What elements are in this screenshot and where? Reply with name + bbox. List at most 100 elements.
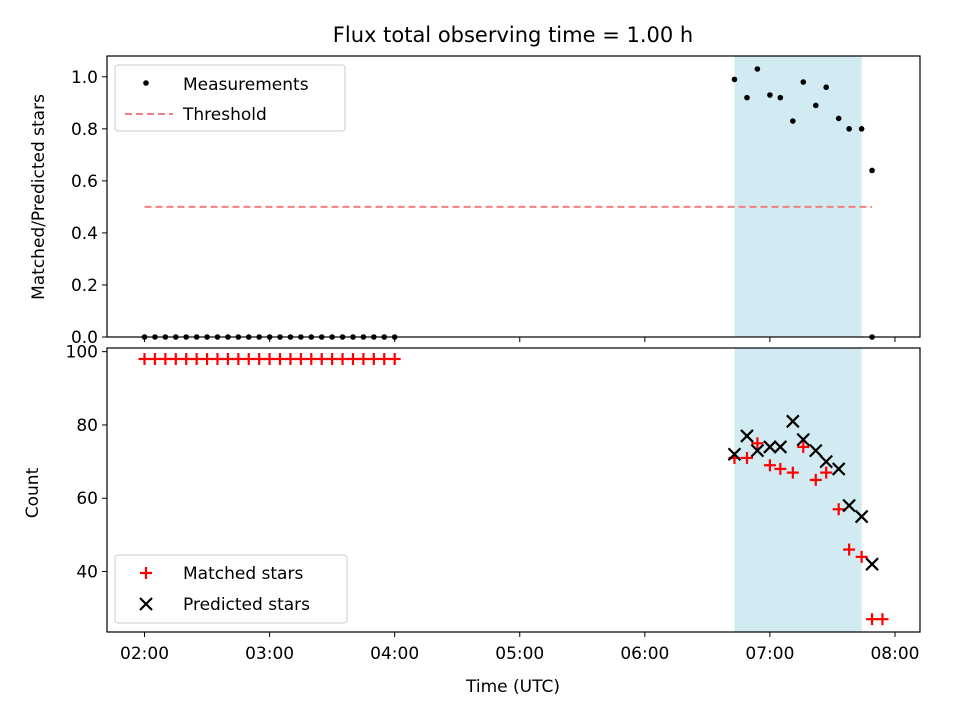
measurement-point <box>790 118 796 124</box>
bottom-y-tick-label: 80 <box>76 416 98 436</box>
measurement-point <box>869 167 875 174</box>
matched-star-point <box>336 352 349 365</box>
bottom-y-label: Count <box>23 467 43 518</box>
matched-star-point <box>388 352 401 365</box>
matched-star-point <box>138 352 151 365</box>
measurement-point <box>846 126 852 132</box>
legend-matched-marker <box>140 567 152 579</box>
top-legend: Measurements Threshold <box>114 64 346 132</box>
measurement-point <box>823 84 829 91</box>
bottom-panel-frame <box>106 347 921 633</box>
top-x-ticks <box>144 337 896 342</box>
predicted-star-point <box>808 443 823 458</box>
matched-star-point <box>809 473 822 486</box>
matched-star-point <box>820 466 833 479</box>
matched-star-point <box>253 352 266 365</box>
matched-star-point <box>180 352 193 365</box>
measurement-point <box>744 94 750 101</box>
legend-matched-label: Matched stars <box>183 564 303 584</box>
predicted-star-point <box>865 557 879 571</box>
matched-star-point <box>169 352 182 365</box>
predicted-star-point <box>727 447 742 462</box>
matched-star-point <box>221 352 234 365</box>
top-y-tick-label: 0.8 <box>71 120 98 140</box>
matched-star-point <box>740 451 753 464</box>
matched-star-point <box>876 613 889 626</box>
x-tick-label: 02:00 <box>120 644 169 664</box>
predicted-star-point <box>763 440 777 454</box>
legend-predicted-marker <box>139 597 153 611</box>
predicted-star-point <box>842 498 856 513</box>
predicted-star-point <box>819 454 833 469</box>
top-y-tick-label: 0.2 <box>71 276 98 296</box>
matched-star-point <box>774 462 787 475</box>
x-tick-label: 04:00 <box>370 644 419 664</box>
matched-star-point <box>843 543 856 556</box>
bottom-panel: 40 60 80 100 02:00 03:00 04:00 05:00 06:00 07:00… <box>23 343 921 697</box>
bottom-y-tick-label: 100 <box>66 343 98 363</box>
legend-measurements-label: Measurements <box>183 75 309 95</box>
matched-star-point <box>797 440 810 453</box>
measurement-point <box>800 79 807 85</box>
top-panel-frame <box>106 55 921 338</box>
chart-title: Flux total observing time = 1.00 h <box>333 23 693 47</box>
x-tick-label: 08:00 <box>870 644 919 664</box>
x-tick-label: 06:00 <box>620 644 669 664</box>
matched-star-point <box>786 466 799 479</box>
bottom-legend: Matched stars Predicted stars <box>114 554 348 624</box>
matched-star-point <box>211 352 224 365</box>
bottom-y-tick-label: 60 <box>76 489 98 509</box>
top-y-tick-label: 0.4 <box>71 224 98 244</box>
matched-star-point <box>201 352 214 365</box>
bottom-legend-box <box>114 554 348 624</box>
matched-star-point <box>284 352 297 365</box>
legend-threshold-label: Threshold <box>182 105 267 125</box>
matched-star-point <box>263 352 276 365</box>
matched-star-point <box>190 352 203 365</box>
bottom-y-axis: 40 60 80 100 <box>66 343 107 583</box>
measurement-point <box>835 115 842 122</box>
top-y-axis: 0.0 0.2 0.4 0.6 0.8 1.0 <box>71 68 107 348</box>
matched-star-point <box>326 352 339 365</box>
matched-star-point <box>159 352 172 365</box>
matched-star-point <box>378 352 391 365</box>
predicted-star-point <box>831 462 846 476</box>
top-y-tick-label: 0.0 <box>71 328 98 348</box>
matched-star-point <box>315 352 328 365</box>
measurement-point <box>777 94 784 101</box>
matched-star-point <box>866 613 879 626</box>
predicted-star-point <box>750 443 765 458</box>
matched-star-point <box>274 352 287 365</box>
matched-star-point <box>832 503 845 516</box>
bottom-x-axis: 02:00 03:00 04:00 05:00 06:00 07:00 08:00 <box>120 632 919 664</box>
measurement-point <box>812 102 819 109</box>
top-shaded-span <box>734 56 862 337</box>
matched-star-point <box>367 352 380 365</box>
bottom-y-tick-label: 40 <box>76 563 98 583</box>
matched-star-point <box>763 459 776 472</box>
top-y-tick-label: 0.6 <box>71 172 98 192</box>
legend-measurements-marker <box>143 80 149 86</box>
predicted-star-point <box>740 429 754 443</box>
x-tick-label: 05:00 <box>495 644 544 664</box>
legend-predicted-label: Predicted stars <box>183 595 310 615</box>
predicted-star-point <box>773 440 788 454</box>
top-y-tick-label: 1.0 <box>71 68 98 88</box>
matched-star-point <box>346 352 359 365</box>
x-tick-label: 03:00 <box>245 644 294 664</box>
matched-star-point <box>751 437 764 450</box>
bottom-shaded-span <box>734 348 862 632</box>
x-axis-label: Time (UTC) <box>465 677 560 697</box>
matched-star-point <box>855 550 868 563</box>
matched-star-point <box>242 352 255 365</box>
x-tick-label: 07:00 <box>745 644 794 664</box>
matched-star-point <box>148 352 161 365</box>
matched-star-point <box>305 352 318 365</box>
matched-star-point <box>357 352 370 365</box>
top-y-label: Matched/Predicted stars <box>29 94 49 300</box>
predicted-star-point <box>796 432 811 447</box>
measurement-point <box>754 66 761 72</box>
matched-star-point <box>294 352 307 365</box>
top-panel: 0.0 0.2 0.4 0.6 0.8 1.0 Matched/Predicted sta… <box>29 55 921 348</box>
